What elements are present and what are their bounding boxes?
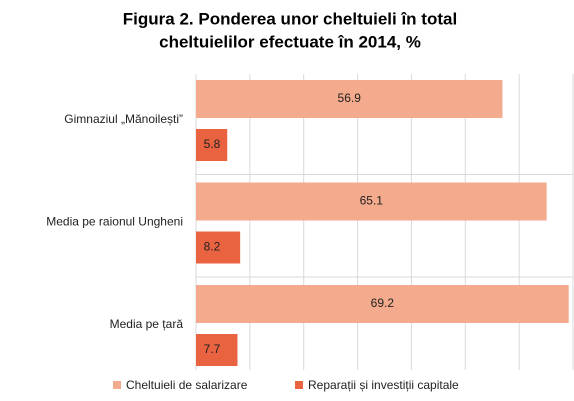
legend-swatch [295,381,303,389]
value-label: 7.7 [204,342,221,356]
bar [196,231,241,264]
chart-title: cheltuielilor efectuate în 2014, % [159,32,421,51]
bar [196,285,569,323]
value-label: 65.1 [360,194,384,208]
legend-label: Cheltuieli de salarizare [126,378,248,392]
category-label: Media pe raionul Ungheni [46,215,183,229]
chart-title: Figura 2. Ponderea unor cheltuieli în to… [123,9,457,28]
category-label: Gimnaziul „Mănoilești” [64,112,183,126]
bar [196,129,228,161]
value-label: 5.8 [204,137,221,151]
value-label: 56.9 [338,91,362,105]
legend-swatch [113,381,121,389]
value-label: 8.2 [204,240,221,254]
category-label: Media pe țară [110,317,184,331]
bar [196,182,547,221]
value-label: 69.2 [371,296,395,310]
bar [196,80,503,118]
bar [196,334,238,366]
legend-label: Reparații și investiții capitale [308,378,459,392]
